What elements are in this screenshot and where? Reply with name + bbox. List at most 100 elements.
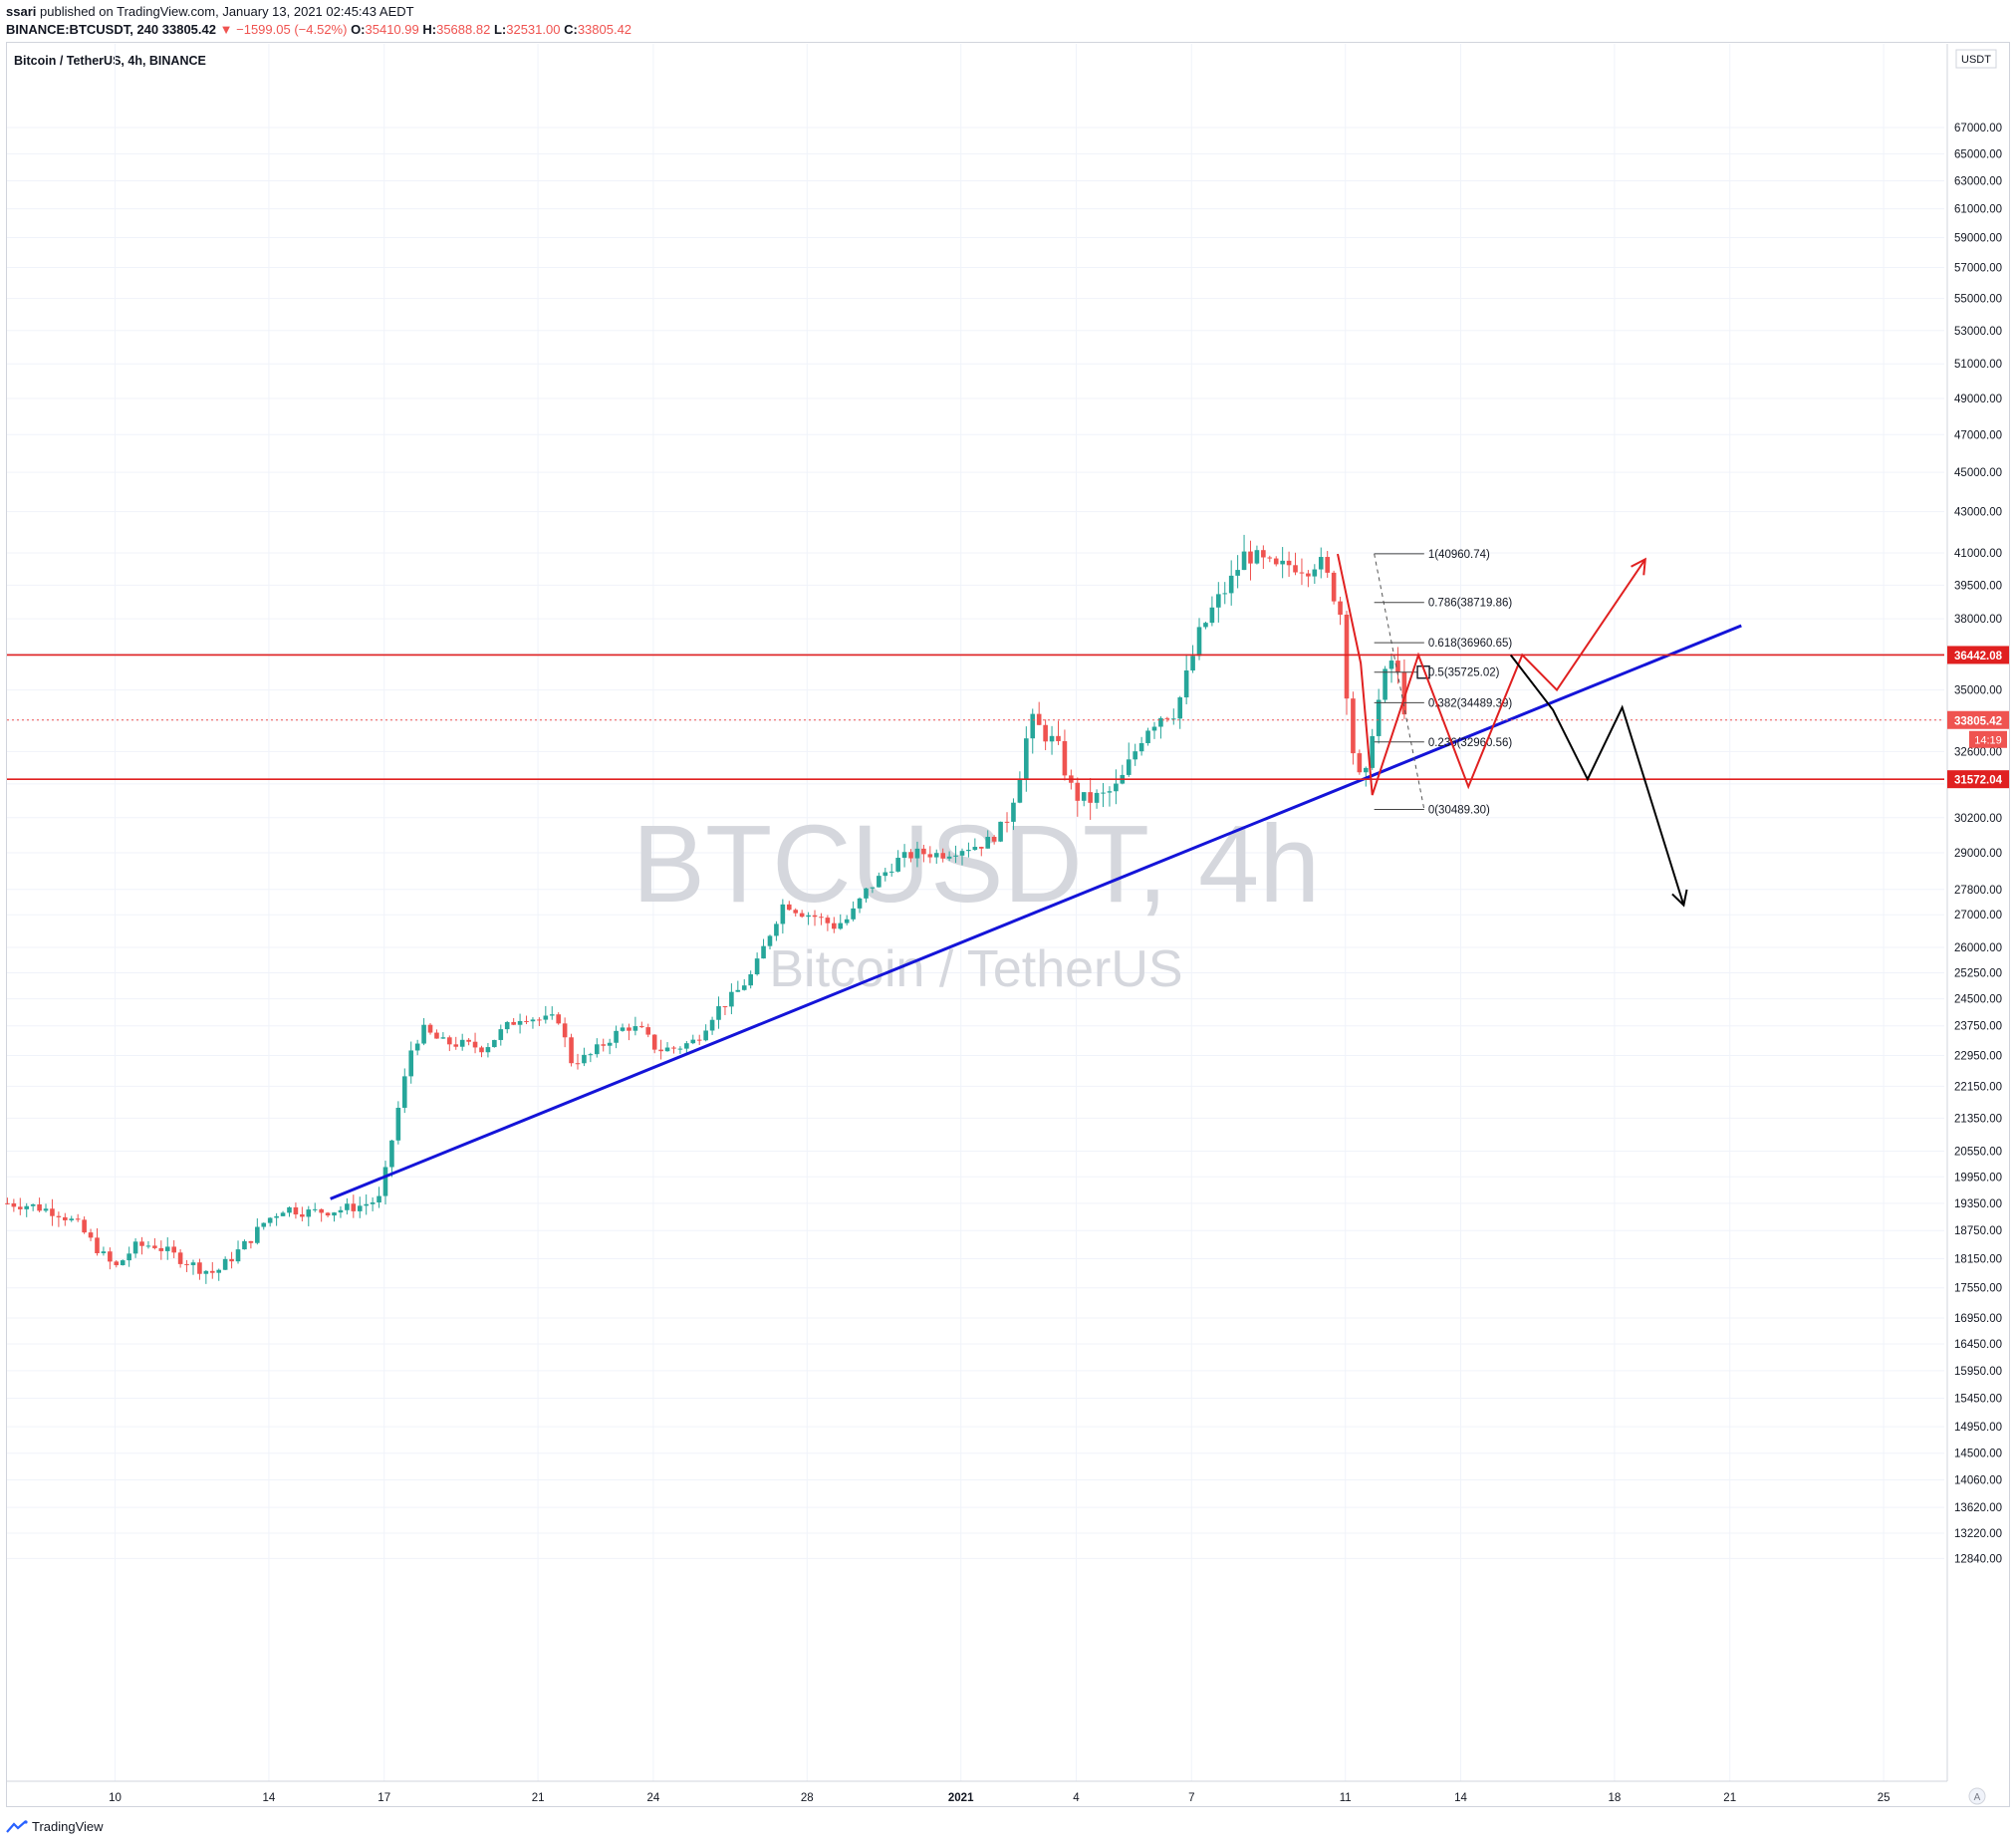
fibonacci: 1(40960.74) 0.786(38719.86) 0.618(36960.65… [1374,549,1513,817]
candle-up [190,1262,196,1265]
candle-down [479,1047,484,1053]
candle-up [235,1249,241,1262]
candle-up [1190,656,1195,671]
candle-down [1338,601,1343,616]
candle-up [280,1212,286,1216]
fib-level-label: 0.618(36960.65) [1428,638,1513,650]
current-price-tag-bg [1947,710,2009,729]
candle-up [677,1048,683,1050]
candle-up [1151,726,1157,731]
price-tick-label: 25250.00 [1954,967,2002,979]
tradingview-brand[interactable]: TradingView [32,1819,104,1834]
candle-up [1312,569,1318,577]
candle-down [1267,557,1273,559]
candle-down [639,1026,644,1028]
candle-up [132,1241,138,1254]
candle-up [1376,699,1382,736]
candle-up [614,1030,619,1043]
currency-badge [1955,49,1997,69]
candle-down [645,1027,651,1035]
candle-up [255,1226,260,1243]
time-tick-label: 2021 [948,1792,974,1804]
candle-up [1216,594,1221,608]
candle-up [1126,759,1132,775]
candle-down [627,1027,631,1031]
price-tick-label: 24500.00 [1954,994,2002,1006]
price-tick-label: 16950.00 [1954,1313,2002,1325]
chart-frame[interactable] [6,42,2010,1807]
candle-down [524,1020,529,1022]
candle-up [709,1019,715,1031]
price-tick-label: 35000.00 [1954,685,2002,697]
candle-up [882,872,888,877]
candle-down [991,837,997,842]
candle-down [921,848,926,855]
candle-up [1370,735,1376,768]
candle-up [895,858,900,872]
candle-up [306,1209,312,1217]
symbol-ohlc-line: BINANCE:BTCUSDT, 240 33805.42 ▼ −1599.05… [6,22,631,37]
candle-down [1293,565,1298,573]
author-name[interactable]: ssari [6,4,37,19]
candle-down [95,1237,100,1253]
candle-up [1209,607,1215,624]
price-tick-label: 14500.00 [1954,1449,2002,1460]
time-tick-label: 21 [532,1792,545,1804]
candle-up [703,1030,708,1041]
candle-up [408,1050,414,1077]
candle-down [325,1212,331,1216]
candle-up [222,1258,228,1270]
price-tick-label: 22950.00 [1954,1050,2002,1062]
countdown-label: 14:19 [1974,734,2002,746]
price-tick-label: 43000.00 [1954,507,2002,519]
candle-up [914,848,920,859]
candle-up [543,1015,549,1020]
candle-up [1107,791,1113,793]
price-tick-label: 16450.00 [1954,1339,2002,1351]
candles [5,534,1407,1284]
candle-down [601,1044,607,1046]
candle-down [300,1214,305,1217]
candle-up [953,855,958,857]
candle-up [864,888,869,899]
auto-scale-button[interactable] [1968,1787,1986,1805]
candle-down [158,1247,164,1251]
fib-level-label: 0.382(34489.39) [1428,697,1513,709]
level-price-tag: 31572.04 [1954,775,2003,787]
candle-down [152,1245,157,1248]
candle-down [88,1232,94,1238]
candle-up [838,923,844,929]
high-label: H: [422,22,437,37]
price-change: −1599.05 (−4.52%) [236,22,348,37]
price-tick-label: 65000.00 [1954,148,2002,160]
candle-up [588,1054,594,1056]
candle-up [888,871,894,873]
candle-up [401,1076,407,1108]
tradingview-logo-icon[interactable] [6,1819,28,1834]
candle-down [825,918,831,924]
candle-up [24,1205,30,1209]
candle-up [1363,767,1369,773]
candle-down [1062,740,1068,776]
candle-up [364,1203,369,1206]
candle-up [43,1208,49,1211]
candle-up [1388,660,1394,669]
candle-up [684,1043,689,1049]
candle-up [332,1212,337,1216]
candle-down [832,923,837,929]
price-tick-label: 14060.00 [1954,1474,2002,1486]
candle-up [287,1206,292,1213]
candle-down [1043,724,1048,742]
candle-down [108,1251,113,1262]
fib-level-label: 0(30489.30) [1428,805,1490,817]
candle-down [1273,558,1279,565]
price-tick-label: 13620.00 [1954,1502,2002,1514]
candle-down [1325,557,1330,573]
price-tick-label: 19950.00 [1954,1172,2002,1184]
candle-up [120,1260,126,1265]
candle-up [395,1107,401,1141]
candle-up [1049,735,1055,742]
candle-down [556,1014,561,1024]
candle-up [1101,792,1106,794]
